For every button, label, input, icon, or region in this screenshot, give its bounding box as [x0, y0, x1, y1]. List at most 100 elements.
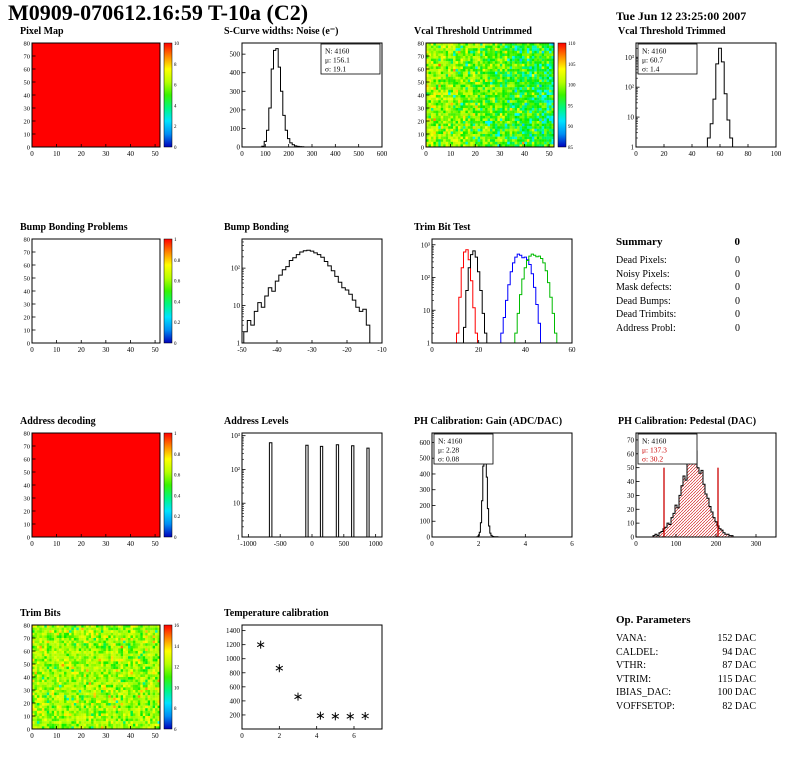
svg-text:60: 60 [717, 150, 725, 158]
summary-row-label: Mask defects: [616, 282, 672, 293]
svg-text:50: 50 [24, 470, 31, 477]
svg-text:300: 300 [307, 150, 318, 158]
svg-text:10: 10 [233, 302, 241, 310]
address-decoding-svg: 0 10 20 30 40 50 0 10 20 30 40 50 60 70 80 1 0.8 0.6 0.4 0.… [24, 431, 181, 549]
svg-text:0: 0 [631, 534, 635, 542]
svg-text:2: 2 [477, 540, 481, 548]
svg-text:60: 60 [569, 346, 577, 354]
svg-text:30: 30 [496, 150, 504, 158]
svg-text:40: 40 [418, 93, 425, 100]
svg-text:300: 300 [230, 88, 241, 96]
temperature-calibration-chart: 0 2 4 6 200 400 600 800 1000 1200 1400 [212, 620, 404, 744]
svg-text:20: 20 [24, 701, 31, 708]
svg-text:50: 50 [152, 732, 160, 740]
svg-text:70: 70 [24, 54, 31, 61]
summary-row-label: Noisy Pixels: [616, 268, 670, 280]
svg-text:4: 4 [524, 540, 528, 548]
svg-text:500: 500 [339, 540, 350, 548]
svg-text:0: 0 [237, 144, 241, 152]
svg-text:500: 500 [420, 455, 431, 463]
svg-text:70: 70 [24, 444, 31, 451]
svg-text:-20: -20 [342, 346, 352, 354]
svg-text:10³: 10³ [421, 241, 430, 249]
svg-text:50: 50 [152, 150, 160, 158]
svg-text:0: 0 [27, 341, 30, 348]
panel-ph-pedestal: PH Calibration: Pedestal (DAC) 0 100 200 30… [606, 416, 796, 576]
svg-text:4: 4 [174, 104, 177, 109]
svg-text:600: 600 [230, 683, 241, 691]
bump-bonding-problems-chart: 0 10 20 30 40 50 0 10 20 30 40 50 60 70 80 1 0.8 0.6 0.4 0.… [8, 234, 200, 358]
op-row-value: 87 DAC [722, 660, 756, 671]
svg-text:-50: -50 [237, 346, 247, 354]
summary-header: Summary 0 [616, 236, 740, 248]
trim-bits-chart: 0 10 20 30 40 50 0 10 20 30 40 50 60 70 80 16 14 12 10 8 6 [8, 620, 200, 744]
panel-address-levels: Address Levels -1000 -500 0 500 1000 1 10 10² 10… [212, 416, 404, 576]
chart-title-trim-bits: Trim Bits [20, 608, 61, 619]
chart-title-trim-bit-test: Trim Bit Test [414, 222, 471, 233]
svg-text:1: 1 [174, 432, 177, 437]
svg-text:1: 1 [631, 144, 635, 152]
svg-text:30: 30 [24, 302, 31, 309]
svg-text:90: 90 [568, 125, 574, 130]
svg-text:4: 4 [315, 732, 319, 740]
svg-text:70: 70 [418, 54, 425, 61]
svg-text:100: 100 [568, 84, 576, 89]
svg-text:0: 0 [310, 540, 314, 548]
svg-text:85: 85 [568, 146, 574, 151]
summary-row-value: 0 [735, 309, 740, 320]
svg-text:-10: -10 [377, 346, 387, 354]
svg-text:-1000: -1000 [240, 540, 257, 548]
op-row-label: CALDEL: [616, 646, 659, 658]
svg-text:30: 30 [627, 492, 635, 500]
svg-text:0: 0 [634, 150, 638, 158]
svg-text:200: 200 [230, 106, 241, 114]
svg-text:N: 4160: N: 4160 [642, 47, 667, 56]
op-row-vana: VANA: 152 DAC [616, 632, 756, 646]
svg-text:200: 200 [230, 711, 241, 719]
svg-text:20: 20 [24, 315, 31, 322]
op-row-value: 100 DAC [717, 687, 756, 698]
svg-text:6: 6 [570, 540, 574, 548]
vcal-trimmed-chart: 0 20 40 60 80 100 1 10 10² 10³ N: 4160 μ: 60.7 σ: 1.… [606, 38, 796, 162]
svg-text:10: 10 [418, 132, 425, 139]
svg-text:300: 300 [420, 486, 431, 494]
svg-text:30: 30 [24, 496, 31, 503]
op-row-value: 152 DAC [717, 633, 756, 644]
svg-text:30: 30 [102, 346, 110, 354]
svg-text:0.2: 0.2 [174, 515, 181, 520]
op-row-label: IBIAS_DAC: [616, 687, 672, 698]
summary-row-label: Dead Trimbits: [616, 309, 677, 320]
svg-text:1400: 1400 [226, 627, 241, 635]
svg-text:1: 1 [237, 340, 241, 348]
op-parameters-title: Op. Parameters [616, 614, 691, 626]
op-parameters-block: Op. Parameters VANA: 152 DAC CALDEL: 94 DA… [616, 614, 756, 713]
svg-text:10: 10 [24, 522, 31, 529]
svg-text:30: 30 [102, 150, 110, 158]
summary-row-value: 0 [735, 268, 740, 280]
op-row-vtrim: VTRIM: 115 DAC [616, 673, 756, 687]
svg-text:30: 30 [24, 106, 31, 113]
svg-text:20: 20 [24, 509, 31, 516]
svg-text:10²: 10² [231, 466, 240, 474]
svg-text:60: 60 [24, 67, 31, 74]
chart-title-ph-pedestal: PH Calibration: Pedestal (DAC) [618, 416, 757, 427]
svg-text:0: 0 [27, 727, 30, 734]
svg-text:0: 0 [27, 145, 30, 152]
summary-row-dead-pixels: Dead Pixels: 0 [616, 254, 740, 268]
svg-text:50: 50 [546, 150, 554, 158]
panel-vcal-untrimmed: Vcal Threshold Untrimmed 0 10 20 30 40 50 0 10 2… [402, 26, 594, 186]
op-row-vthr: VTHR: 87 DAC [616, 659, 756, 673]
svg-text:80: 80 [24, 623, 31, 630]
page-title: M0909-070612.16:59 T-10a (C2) [8, 0, 309, 25]
op-row-value: 82 DAC [722, 700, 756, 712]
svg-text:10: 10 [447, 150, 455, 158]
summary-row-label: Dead Bumps: [616, 295, 671, 307]
chart-title-vcal-untrimmed: Vcal Threshold Untrimmed [414, 26, 532, 37]
svg-text:30: 30 [102, 732, 110, 740]
vcal-untrimmed-chart: 0 10 20 30 40 50 0 10 20 30 40 50 60 70 80 110 105 100 95 9… [402, 38, 594, 162]
svg-text:80: 80 [24, 431, 31, 438]
ph-pedestal-chart: 0 100 200 300 0 10 20 30 40 50 60 70 N: 4160 μ: 137.3… [606, 428, 796, 552]
trim-bits-svg: 0 10 20 30 40 50 0 10 20 30 40 50 60 70 80 16 14 12 10 8 6 [24, 623, 180, 741]
svg-text:50: 50 [152, 540, 160, 548]
